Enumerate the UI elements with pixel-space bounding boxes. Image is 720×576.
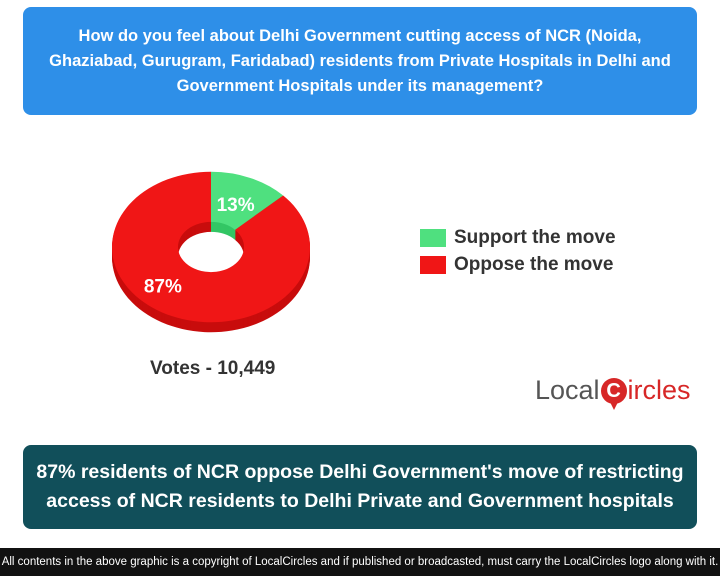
- question-banner: How do you feel about Delhi Government c…: [23, 7, 697, 115]
- slice-support-the-move: [211, 171, 284, 230]
- data-label: 87%: [144, 277, 182, 298]
- legend-swatch: [420, 255, 446, 274]
- legend: Support the move Oppose the move: [420, 224, 616, 278]
- data-label: 13%: [217, 195, 255, 216]
- headline-banner: 87% residents of NCR oppose Delhi Govern…: [23, 445, 697, 529]
- legend-swatch: [420, 228, 446, 247]
- slice-oppose-the-move: [112, 171, 311, 323]
- legend-label: Oppose the move: [454, 253, 614, 275]
- copyright-footer: All contents in the above graphic is a c…: [0, 548, 720, 576]
- legend-item-support: Support the move: [420, 224, 616, 251]
- legend-item-oppose: Oppose the move: [420, 251, 616, 278]
- donut-chart: 13% 87%: [112, 171, 311, 333]
- legend-label: Support the move: [454, 226, 616, 248]
- votes-count: Votes - 10,449: [150, 358, 276, 379]
